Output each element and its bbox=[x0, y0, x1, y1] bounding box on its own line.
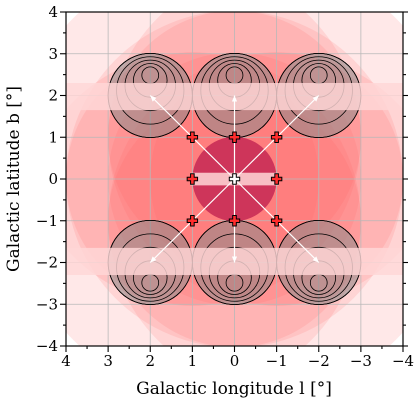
arrow-head-0 bbox=[150, 95, 157, 102]
x-axis-label: Galactic longitude l [°] bbox=[136, 379, 332, 399]
arrow-head-5 bbox=[312, 256, 319, 263]
pointing-crosses bbox=[186, 131, 283, 227]
arrow-head-2 bbox=[312, 95, 319, 102]
y-tick-label-5: 1 bbox=[48, 128, 58, 146]
y-tick-label-2: −2 bbox=[36, 254, 58, 272]
y-axis-label: Galactic latitude b [°] bbox=[4, 86, 24, 272]
pointing-cross-3 bbox=[228, 131, 241, 143]
arrow-head-4 bbox=[231, 256, 238, 263]
plot-area bbox=[66, 12, 403, 346]
pointing-cross-8 bbox=[270, 215, 283, 227]
arrow-head-1 bbox=[231, 95, 238, 102]
x-tick-label-1: 3 bbox=[103, 352, 113, 370]
y-tick-label-0: −4 bbox=[36, 337, 58, 355]
y-tick-label-7: 3 bbox=[48, 45, 58, 63]
pointing-cross-4 bbox=[228, 215, 241, 227]
y-tick-label-8: 4 bbox=[48, 3, 58, 21]
x-tick-label-2: 2 bbox=[145, 352, 155, 370]
ticks: 4 3 2 1 0 −1 −2 −3 −4 −4 −3 −2 −1 0 1 2 3 4 bbox=[36, 3, 414, 370]
y-tick-label-4: 0 bbox=[48, 170, 58, 188]
x-tick-label-6: −2 bbox=[308, 352, 330, 370]
pointing-cross-1 bbox=[186, 173, 199, 185]
pointing-cross-7 bbox=[186, 215, 199, 227]
pointing-cross-5 bbox=[186, 131, 199, 143]
y-tick-label-1: −3 bbox=[36, 295, 58, 313]
arrow-head-3 bbox=[150, 256, 157, 263]
pointing-cross-6 bbox=[270, 131, 283, 143]
y-tick-label-3: −1 bbox=[36, 212, 58, 230]
x-tick-label-5: −1 bbox=[266, 352, 288, 370]
x-tick-label-0: 4 bbox=[61, 352, 71, 370]
x-tick-label-3: 1 bbox=[188, 352, 198, 370]
x-tick-label-8: −4 bbox=[392, 352, 414, 370]
pointing-cross-0 bbox=[228, 173, 241, 185]
x-tick-label-7: −3 bbox=[350, 352, 372, 370]
y-tick-label-6: 2 bbox=[48, 87, 58, 105]
x-tick-label-4: 0 bbox=[230, 352, 240, 370]
pointing-cross-2 bbox=[270, 173, 283, 185]
